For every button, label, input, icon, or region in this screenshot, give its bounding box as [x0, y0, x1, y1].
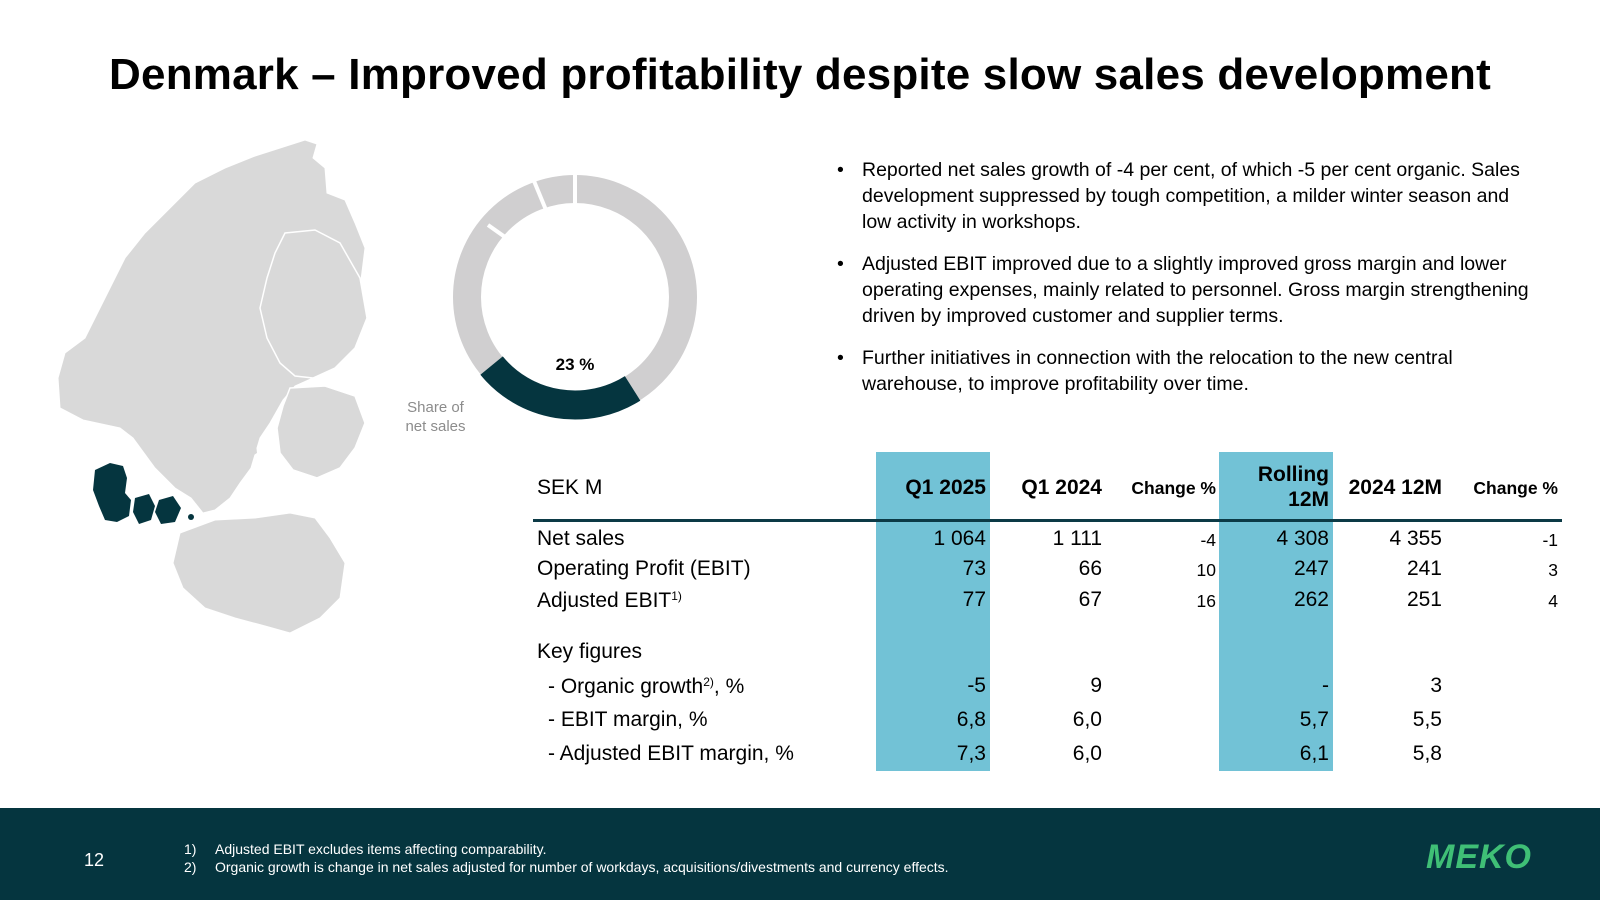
cell-change: -4	[1200, 530, 1216, 550]
header-change-12m: Change %	[1473, 478, 1558, 498]
page-number: 12	[84, 850, 105, 870]
donut-divider-3	[486, 223, 514, 244]
footnote-text: Adjusted EBIT excludes items affecting c…	[215, 841, 547, 857]
cell-change-12m: -1	[1542, 530, 1558, 550]
share-donut-chart: 23 %	[453, 174, 697, 420]
header-change: Change %	[1131, 478, 1216, 498]
footnote-text: Organic growth is change in net sales ad…	[215, 859, 949, 875]
cell-q1-2024: 9	[1090, 674, 1102, 697]
row-label: Net sales	[537, 527, 625, 550]
highlight-column-q1-2025	[876, 452, 990, 771]
cell-q1-2025: 1 064	[933, 527, 986, 550]
share-caption-line2: net sales	[405, 418, 466, 435]
section-heading-key-figures: Key figures	[537, 640, 643, 663]
row-label: - EBIT margin, %	[548, 708, 708, 731]
header-q1-2024: Q1 2024	[1021, 476, 1102, 499]
share-caption: Share of net sales	[388, 398, 483, 436]
map-finland	[259, 229, 368, 379]
bullet-item: • Further initiatives in connection with …	[832, 345, 1542, 397]
header-rolling-line1: Rolling	[1257, 463, 1329, 486]
bullet-dot-icon: •	[837, 253, 844, 275]
row-label-text: - Organic growth	[548, 675, 704, 698]
footnote-number: 1)	[184, 841, 197, 857]
bullet-text: Adjusted EBIT improved due to a slightly…	[862, 253, 1529, 327]
bullet-list: • Reported net sales growth of -4 per cen…	[832, 157, 1542, 413]
cell-2024-12m: 3	[1430, 674, 1442, 697]
cell-rolling: 247	[1293, 557, 1329, 580]
footer-bar	[0, 808, 1600, 900]
highlight-column-rolling-12m	[1219, 452, 1333, 771]
cell-rolling: 4 308	[1276, 527, 1329, 550]
donut-value-label: 23 %	[556, 355, 595, 374]
row-label-text: Adjusted EBIT	[537, 589, 672, 612]
cell-2024-12m: 241	[1406, 557, 1442, 580]
cell-q1-2025: 7,3	[956, 742, 986, 765]
row-label: Operating Profit (EBIT)	[537, 557, 751, 580]
donut-divider-2	[532, 180, 548, 211]
cell-rolling: -	[1322, 674, 1329, 697]
footnote-ref: 2)	[703, 675, 714, 689]
cell-2024-12m: 251	[1406, 588, 1442, 611]
cell-rolling: 262	[1293, 588, 1329, 611]
nordic-map	[57, 139, 368, 634]
footnote-number: 2)	[184, 859, 197, 875]
meko-logo: MEKO	[1426, 838, 1532, 876]
header-rolling-line2: 12M	[1288, 488, 1329, 511]
cell-change: 16	[1196, 591, 1216, 611]
cell-q1-2025: -5	[967, 674, 986, 697]
cell-q1-2024: 6,0	[1072, 708, 1102, 731]
cell-2024-12m: 5,5	[1412, 708, 1442, 731]
cell-q1-2025: 73	[962, 557, 986, 580]
map-bornholm	[188, 514, 194, 520]
cell-rolling: 5,7	[1299, 708, 1329, 731]
cell-q1-2025: 6,8	[956, 708, 986, 731]
cell-rolling: 6,1	[1299, 742, 1329, 765]
row-label: Adjusted EBIT1)	[537, 589, 682, 613]
row-label: - Organic growth2), %	[548, 675, 744, 699]
cell-q1-2024: 67	[1078, 588, 1102, 611]
cell-2024-12m: 4 355	[1389, 527, 1442, 550]
table-header-rule	[533, 519, 1562, 522]
share-caption-line1: Share of	[407, 399, 464, 416]
cell-change-12m: 4	[1548, 591, 1558, 611]
cell-change-12m: 3	[1548, 560, 1558, 580]
cell-2024-12m: 5,8	[1412, 742, 1442, 765]
row-label: - Adjusted EBIT margin, %	[548, 742, 794, 765]
bullet-dot-icon: •	[837, 159, 844, 181]
bullet-item: • Reported net sales growth of -4 per cen…	[832, 157, 1542, 235]
row-label-suffix: , %	[713, 675, 745, 698]
bullet-dot-icon: •	[837, 347, 844, 369]
bullet-item: • Adjusted EBIT improved due to a slightl…	[832, 251, 1542, 329]
map-denmark	[93, 463, 181, 524]
cell-q1-2024: 66	[1078, 557, 1102, 580]
footnote-ref: 1)	[671, 589, 682, 603]
cell-q1-2024: 1 111	[1052, 527, 1102, 550]
cell-q1-2024: 6,0	[1072, 742, 1102, 765]
table-header-label: SEK M	[537, 476, 603, 499]
bullet-text: Further initiatives in connection with t…	[862, 347, 1453, 395]
header-rolling-12m: Rolling 12M	[1219, 462, 1329, 512]
header-2024-12m: 2024 12M	[1348, 476, 1442, 499]
donut-segment-denmark	[480, 356, 641, 420]
bullet-text: Reported net sales growth of -4 per cent…	[862, 159, 1520, 233]
map-gotland	[245, 436, 257, 458]
page-title: Denmark – Improved profitability despite…	[109, 50, 1491, 99]
cell-q1-2025: 77	[962, 588, 986, 611]
map-baltics	[276, 385, 366, 479]
cell-change: 10	[1196, 560, 1216, 580]
map-poland-germany	[172, 512, 346, 634]
header-q1-2025: Q1 2025	[905, 476, 986, 499]
